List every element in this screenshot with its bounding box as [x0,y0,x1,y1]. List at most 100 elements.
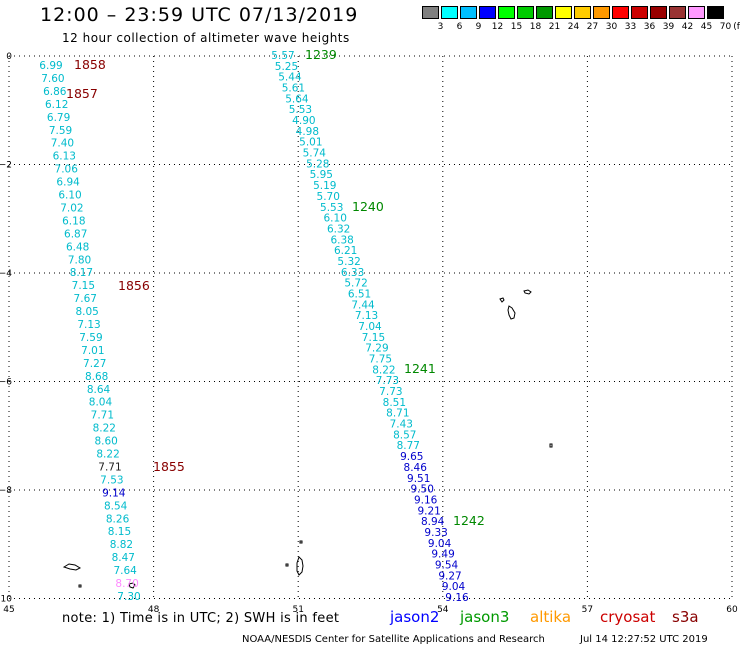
scale-unit: (ft) [733,22,740,32]
scale-swatch [460,6,477,19]
wave-height-label: 9.04 [442,581,466,593]
scale-swatch [574,6,591,19]
scale-swatch [612,6,629,19]
island-shape [549,443,553,448]
wave-height-label: 7.27 [83,358,106,370]
wave-height-label: 7.13 [355,310,378,322]
scale-swatch [688,6,705,19]
wave-height-label: 7.43 [390,419,413,431]
wave-height-label: 8.82 [110,539,133,551]
wave-height-label: 7.71 [91,410,114,422]
legend-altika: altika [530,608,572,626]
scale-label: 39 [662,22,675,32]
wave-height-label: 6.18 [62,215,85,227]
wave-height-label: 6.38 [330,234,353,246]
wave-height-label: 8.05 [75,306,98,318]
wave-height-label: 5.95 [310,169,333,181]
latitude-tick-label: −8 [0,486,12,496]
wave-height-label: 7.30 [117,591,140,603]
wave-height-label: 9.54 [435,559,459,571]
map-title: 12:00 – 23:59 UTC 07/13/2019 [40,4,359,26]
wave-height-label: 8.15 [108,526,131,538]
wave-height-label: 6.79 [47,112,70,124]
scale-label: 18 [529,22,542,32]
scale-label: 36 [643,22,656,32]
scale-swatch [707,6,724,19]
island-shape [78,584,82,588]
scale-swatch [441,6,458,19]
longitude-ticks: 45 48 51 54 57 60 [3,605,738,615]
wave-height-label: 6.48 [66,241,89,253]
wave-height-label: 9.49 [431,549,454,561]
island-shape [285,563,289,567]
wave-height-label: 4.98 [296,126,319,138]
island-shape [296,556,304,576]
longitude-tick-label: 57 [582,605,593,615]
pass-number-label: 1241 [404,361,436,376]
wave-height-label: 5.61 [282,83,305,95]
wave-height-label: 8.26 [106,513,130,525]
longitude-tick-label: 45 [3,605,14,615]
pass-number-label: 1240 [352,199,384,214]
wave-height-label: 5.70 [317,191,340,203]
wave-height-label: 9.33 [424,527,447,539]
timestamp: Jul 14 12:27:52 UTC 2019 [580,634,708,645]
island-shape [523,289,532,295]
wave-height-label: 7.73 [376,375,399,387]
wave-height-label: 8.94 [421,516,445,528]
latitude-tick-label: −4 [0,269,12,279]
latitude-ticks: 0 −2 −4 −6 −8 −10 [0,52,12,605]
wave-height-label: 8.17 [70,267,93,279]
wave-height-label: 6.87 [64,228,87,240]
island-shape [62,563,82,571]
scale-label: 3 [437,22,444,32]
scale-label: 21 [548,22,561,32]
scale-label: 30 [605,22,618,32]
wave-height-label: 5.64 [285,93,309,105]
scale-label: 27 [586,22,599,32]
wave-height-label: 8.22 [96,449,119,461]
legend-cryosat: cryosat [600,608,656,626]
wave-height-label: 9.27 [438,570,461,582]
wave-height-label: 7.80 [68,254,91,266]
wave-height-label: 9.04 [428,538,452,550]
wave-height-label: 7.60 [41,73,64,85]
footer-note: note: 1) Time is in UTC; 2) SWH is in fe… [62,611,340,626]
wave-height-label: 8.68 [85,371,108,383]
wave-height-label: 7.67 [74,293,97,305]
wave-height-label: 7.59 [49,125,72,137]
wave-height-label: 7.04 [358,321,382,333]
wave-height-label: 5.28 [306,158,329,170]
wave-height-label: 8.70 [115,578,138,590]
latitude-tick-label: −10 [0,595,12,605]
jason3-track: 5.575.255.445.615.645.534.904.985.015.74… [271,50,469,604]
wave-height-label: 7.13 [77,319,100,331]
scale-label: 24 [567,22,580,32]
island-shape [299,540,303,544]
wave-height-label: 6.10 [324,213,347,225]
scale-label: 42 [681,22,694,32]
wave-height-label: 4.90 [292,115,315,127]
scale-swatch [669,6,686,19]
wave-height-label: 9.16 [414,494,438,506]
scale-swatch [631,6,648,19]
longitude-tick-label: 54 [437,605,449,615]
scale-label: 70 [719,22,732,32]
wave-height-label: 8.71 [386,408,409,420]
island-shape [507,305,516,320]
island-shape [128,582,136,589]
wave-height-label: 5.57 [271,50,294,62]
scale-label: 15 [510,22,523,32]
pass-labels: 1858 1857 1856 1855 1239 1240 1241 1242 [66,47,485,528]
scale-swatch [536,6,553,19]
legend-s3a: s3a [672,608,699,626]
wave-height-label: 5.74 [303,148,327,160]
wave-height-label: 9.50 [411,484,434,496]
wave-height-label: 8.46 [404,462,428,474]
wave-height-label: 9.14 [102,487,126,499]
wave-height-label: 7.64 [113,565,137,577]
wave-height-label: 7.44 [351,299,375,311]
wave-height-label: 7.59 [79,332,102,344]
wave-height-label: 7.73 [379,386,402,398]
wave-height-label: 5.53 [289,104,312,116]
